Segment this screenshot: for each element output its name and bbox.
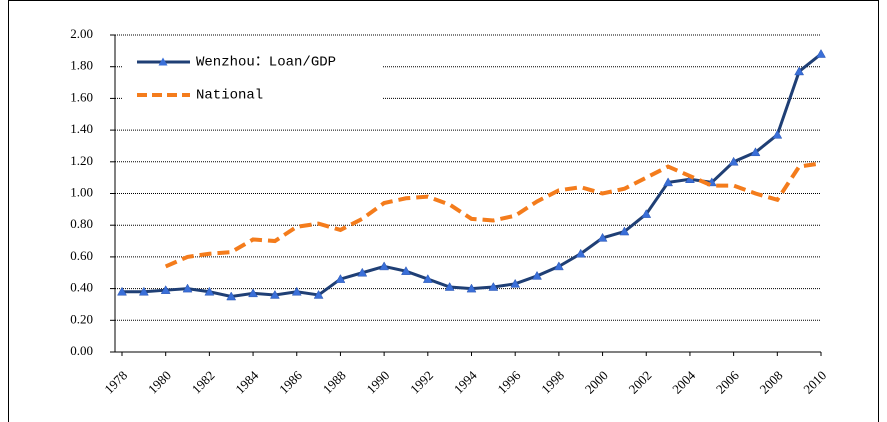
point-marker	[794, 66, 805, 76]
point-marker	[422, 274, 433, 283]
point-marker	[772, 129, 783, 139]
point-marker	[728, 156, 739, 166]
point-marker	[291, 286, 302, 296]
chart-border	[8, 0, 879, 422]
y-tick-label: 0.80	[70, 216, 93, 231]
legend-marker	[158, 57, 168, 66]
point-marker	[597, 232, 608, 242]
point-marker	[117, 286, 127, 296]
point-marker	[532, 270, 542, 280]
y-tick-label: 1.80	[70, 58, 93, 73]
legend-label: National	[196, 88, 263, 104]
y-tick-label: 1.00	[70, 184, 93, 199]
x-tick-label: 2006	[713, 367, 742, 396]
y-tick-label: 2.00	[70, 26, 93, 41]
y-tick-label: 0.00	[70, 343, 93, 358]
point-marker	[641, 209, 652, 218]
y-tick-label: 0.20	[70, 311, 93, 326]
x-tick-label: 1996	[494, 367, 523, 396]
x-tick-label: 2000	[582, 368, 611, 397]
point-marker	[444, 282, 455, 291]
x-tick-label: 1982	[189, 368, 218, 397]
legend-box	[122, 46, 382, 108]
x-tick-label: 1988	[320, 368, 349, 397]
point-marker	[816, 49, 826, 58]
x-tick-label: 1998	[538, 368, 567, 397]
y-tick-label: 1.20	[70, 153, 93, 168]
point-marker	[750, 147, 761, 157]
point-marker	[204, 286, 215, 296]
point-marker	[553, 261, 564, 271]
x-tick-label: 1978	[101, 368, 130, 397]
x-tick-label: 2008	[757, 368, 786, 397]
point-marker	[313, 289, 324, 299]
series-line	[164, 161, 822, 269]
x-tick-label: 2004	[669, 367, 698, 396]
x-tick-label: 1980	[145, 368, 174, 397]
point-marker	[138, 286, 149, 296]
point-marker	[466, 283, 477, 293]
point-marker	[226, 291, 237, 301]
x-tick-label: 1986	[276, 367, 305, 396]
x-tick-label: 1994	[451, 367, 480, 396]
y-tick-label: 0.40	[70, 280, 93, 295]
x-tick-label: 1990	[363, 368, 392, 397]
point-marker	[248, 288, 258, 298]
point-marker	[401, 266, 411, 275]
point-marker	[379, 261, 390, 271]
x-tick-label: 2002	[625, 368, 654, 397]
y-tick-label: 1.60	[70, 89, 93, 104]
point-marker	[663, 177, 674, 187]
x-tick-label: 1984	[232, 367, 261, 396]
point-marker	[182, 283, 193, 293]
legend-label: Wenzhou：Loan/GDP	[196, 55, 336, 71]
point-marker	[510, 278, 521, 288]
point-marker	[575, 248, 586, 258]
x-tick-label: 2010	[800, 368, 829, 397]
point-marker	[488, 282, 499, 291]
point-marker	[619, 226, 630, 236]
point-marker	[160, 285, 171, 294]
point-marker	[335, 274, 346, 283]
point-marker	[269, 289, 280, 299]
x-tick-label: 1992	[407, 368, 436, 397]
y-tick-label: 0.60	[70, 248, 93, 263]
y-tick-label: 1.40	[70, 121, 93, 136]
point-marker	[357, 267, 368, 277]
